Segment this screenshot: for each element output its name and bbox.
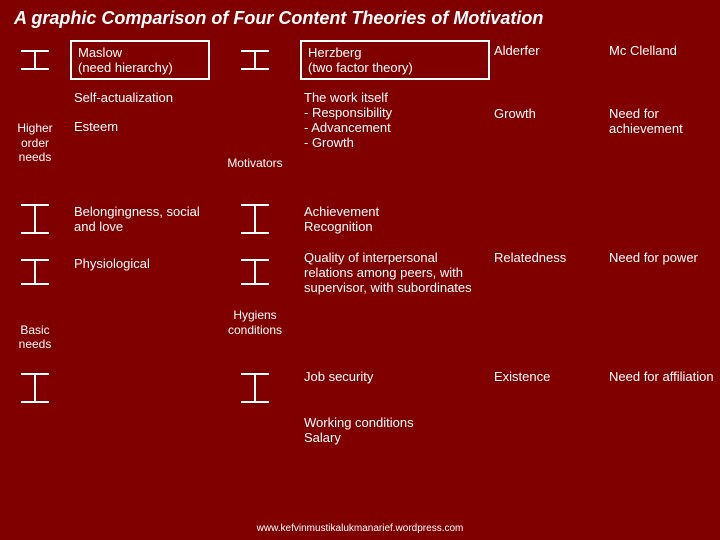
- side-higher: Higher order needs: [0, 88, 70, 198]
- header-row: Maslow (need hierarchy) Herzberg (two fa…: [0, 40, 720, 80]
- mcclelland-affiliation: Need for affiliation: [605, 367, 720, 409]
- header-maslow: Maslow (need hierarchy): [70, 40, 210, 80]
- bracket-icon: [21, 259, 49, 285]
- bracket-icon: [241, 373, 269, 403]
- herzberg-work-itself: The work itself - Responsibility - Advan…: [300, 88, 490, 198]
- mcclelland-power: Need for power: [605, 246, 720, 297]
- herzberg-job-security: Job security: [300, 367, 490, 409]
- footer-url: www.kefvinmustikalukmanarief.wordpress.c…: [0, 523, 720, 534]
- bracket-icon: [241, 50, 269, 70]
- higher-order-label: Higher order needs: [4, 121, 66, 164]
- bracket-basic-top: [0, 246, 70, 297]
- row-basic-label: Basic needs: [0, 307, 720, 367]
- header-spacer-0: [0, 40, 70, 80]
- header-herzberg: Herzberg (two factor theory): [300, 40, 490, 80]
- row-2: Belongingness, social and love Achieveme…: [0, 198, 720, 240]
- bracket-icon: [241, 204, 269, 234]
- bracket-basic-bottom: [0, 367, 70, 409]
- row-5: Working conditions Salary: [0, 413, 720, 447]
- bracket-icon: [21, 50, 49, 70]
- herzberg-achievement: Achievement Recognition: [300, 198, 490, 240]
- maslow-esteem: Esteem: [74, 119, 206, 134]
- row-1: Higher order needs Self-actualization Es…: [0, 88, 720, 198]
- bracket-icon: [241, 259, 269, 285]
- page-title: A graphic Comparison of Four Content The…: [0, 0, 720, 35]
- bracket-hygiens-bottom: [210, 367, 300, 409]
- mcclelland-achievement: Need for achievement: [605, 88, 720, 198]
- bracket-icon: [21, 204, 49, 234]
- alderfer-existence: Existence: [490, 367, 605, 409]
- bracket-motivators-bottom: [210, 198, 300, 240]
- herzberg-working-conditions: Working conditions Salary: [300, 413, 490, 447]
- motivators-cell: Motivators: [210, 88, 300, 198]
- side-basic: Basic needs: [0, 307, 70, 367]
- comparison-grid: Maslow (need hierarchy) Herzberg (two fa…: [0, 40, 720, 447]
- maslow-physiological: Physiological: [70, 246, 210, 297]
- herzberg-interpersonal: Quality of interpersonal relations among…: [300, 246, 490, 297]
- row-4: Job security Existence Need for affiliat…: [0, 367, 720, 409]
- bracket-icon: [21, 373, 49, 403]
- motivators-label: Motivators: [227, 156, 282, 170]
- header-spacer-2: [210, 40, 300, 80]
- maslow-belongingness: Belongingness, social and love: [70, 198, 210, 240]
- alderfer-relatedness: Relatedness: [490, 246, 605, 297]
- bracket-hygiens-top: [210, 246, 300, 297]
- header-alderfer: Alderfer: [490, 40, 605, 80]
- header-mcclelland: Mc Clelland: [605, 40, 720, 80]
- row-3: Physiological Quality of interpersonal r…: [0, 246, 720, 297]
- alderfer-growth: Growth: [490, 88, 605, 198]
- bracket-higher-bottom: [0, 198, 70, 240]
- maslow-self-actualization: Self-actualization: [74, 90, 206, 119]
- basic-needs-label: Basic needs: [4, 323, 66, 352]
